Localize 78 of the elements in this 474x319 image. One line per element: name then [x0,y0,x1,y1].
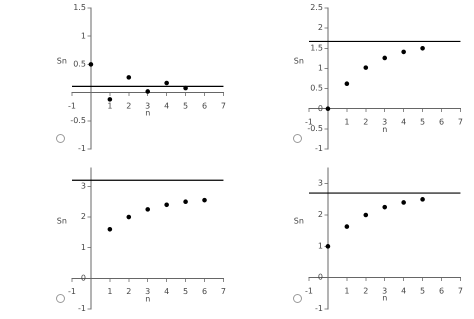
x-tick-label: 2 [126,101,132,110]
y-tick-label: -1 [314,144,323,154]
point [344,224,350,228]
x-tick-label: 3 [382,118,388,127]
x-tick-label: 4 [164,101,170,110]
y-axis-title: Sn [56,216,67,226]
point [202,197,207,202]
y-tick-label: -0.5 [70,116,86,125]
x-tick-label: 3 [145,101,150,110]
x-tick-label: 7 [458,286,463,296]
point [401,50,406,54]
x-axis-title: n [382,293,388,302]
point [145,206,150,212]
point [145,89,150,94]
x-tick-label: 7 [458,118,463,127]
x-tick-label: 3 [145,286,150,296]
y-tick-label: 1 [318,64,323,73]
y-tick-label: -1 [78,144,86,154]
y-axis-title: Sn [294,216,304,226]
y-tick-label: 2 [318,23,323,32]
x-tick-label: 4 [401,118,406,127]
y-tick-label: -1 [78,304,86,313]
x-axis-title: n [145,294,150,303]
point [164,80,169,86]
point [420,46,425,51]
y-tick-label: 2 [80,212,86,221]
point [363,212,368,217]
x-tick-label: 5 [183,101,188,110]
x-tick-label: 5 [183,286,188,296]
x-tick-label: 5 [420,118,426,127]
y-axis-title: Sn [294,56,304,66]
x-tick-label: 4 [401,286,406,296]
y-tick-label: 1.5 [310,43,323,52]
x-tick-label: 6 [202,101,208,110]
x-tick-label: 2 [126,286,132,296]
y-tick-label: 2.5 [310,3,323,12]
point [108,97,112,102]
x-tick-label: 6 [202,286,208,296]
point [344,81,350,86]
x-tick-label: 4 [164,286,170,296]
point [401,200,406,204]
y-tick-label: 1 [80,31,86,40]
x-tick-label: 6 [438,118,444,127]
point [126,214,132,219]
point [420,196,425,202]
x-tick-label: 2 [363,118,368,127]
y-tick-label: 3 [80,180,86,190]
x-tick-label: 5 [420,286,426,296]
y-tick-label: 0.5 [310,84,323,93]
point [108,226,112,232]
y-tick-label: 2 [318,210,323,219]
x-tick-label: 7 [220,286,226,296]
x-tick-label: 7 [220,101,226,110]
point [382,56,388,60]
y-tick-label: 1.5 [73,3,86,12]
x-tick-label: 6 [438,286,444,296]
y-tick-label: 0.5 [73,59,86,68]
y-tick-label: 1 [318,240,323,250]
point [126,75,132,80]
y-tick-label: 1 [80,242,86,252]
x-axis-title: n [145,108,150,118]
x-tick-label: 1 [344,118,350,127]
point [326,106,330,112]
y-axis-title: Sn [56,56,67,66]
y-tick-label: -0.5 [307,124,323,133]
x-tick-label: 1 [107,101,112,110]
point [382,204,388,209]
point [363,65,368,70]
point [183,198,188,204]
x-axis-title: n [382,124,388,134]
x-tick-label: 3 [382,286,388,296]
x-tick-label: 1 [107,286,112,296]
point [88,62,94,67]
x-tick-label: 1 [344,286,350,296]
y-tick-label: 3 [318,178,323,188]
y-tick-label: -1 [314,304,323,313]
x-tick-label: 2 [363,286,368,296]
point [326,244,330,248]
